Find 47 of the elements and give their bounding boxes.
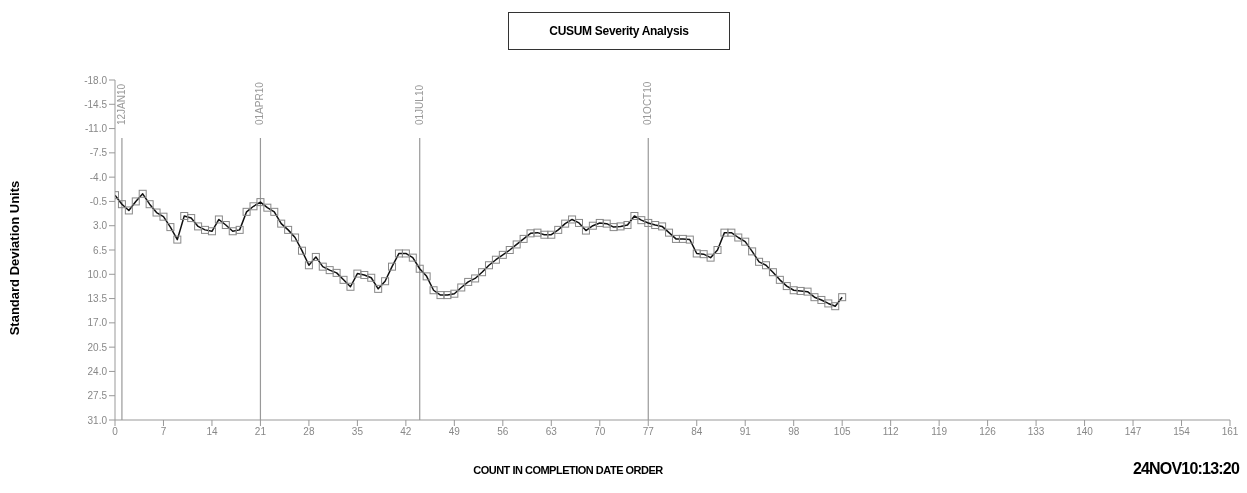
x-tick-label: 119 bbox=[931, 426, 948, 438]
x-tick-label: 14 bbox=[206, 426, 218, 438]
x-tick-label: 28 bbox=[303, 426, 315, 438]
y-tick-label: 13.5 bbox=[87, 293, 108, 305]
x-axis-title: COUNT IN COMPLETION DATE ORDER bbox=[472, 464, 664, 476]
y-tick-label: -18.0 bbox=[84, 74, 108, 86]
y-tick-label: 20.5 bbox=[87, 341, 108, 353]
x-tick-label: 56 bbox=[497, 426, 509, 438]
x-tick-label: 49 bbox=[448, 426, 461, 438]
y-tick-label: -4.0 bbox=[89, 171, 108, 183]
y-tick-label: -7.5 bbox=[89, 147, 108, 159]
y-tick-label: 31.0 bbox=[87, 414, 108, 426]
x-tick-label: 77 bbox=[642, 426, 655, 438]
x-tick-label: 147 bbox=[1124, 426, 1142, 438]
ref-line-label: 12JAN10 bbox=[115, 83, 127, 125]
y-tick-label: 3.0 bbox=[93, 220, 108, 232]
y-tick-label: 17.0 bbox=[87, 317, 108, 329]
y-tick-label: 24.0 bbox=[87, 365, 108, 377]
x-tick-label: 140 bbox=[1076, 426, 1094, 438]
x-tick-label: 42 bbox=[400, 426, 412, 438]
ref-line-label: 01JUL10 bbox=[413, 84, 425, 125]
y-tick-label: 10.0 bbox=[87, 268, 108, 280]
chart-title: CUSUM Severity Analysis bbox=[508, 12, 730, 50]
y-tick-label: -14.5 bbox=[84, 98, 108, 110]
x-tick-label: 0 bbox=[112, 426, 119, 438]
y-tick-label: -11.0 bbox=[84, 123, 108, 135]
x-tick-label: 161 bbox=[1221, 426, 1239, 438]
y-tick-label: 6.5 bbox=[93, 244, 108, 256]
x-tick-label: 98 bbox=[788, 426, 800, 438]
ref-line-label: 01OCT10 bbox=[642, 81, 654, 125]
x-tick-label: 154 bbox=[1173, 426, 1191, 438]
x-tick-label: 133 bbox=[1027, 426, 1045, 438]
x-tick-label: 70 bbox=[594, 426, 606, 438]
x-tick-label: 63 bbox=[545, 426, 558, 438]
x-tick-label: 84 bbox=[691, 426, 703, 438]
x-tick-label: 91 bbox=[739, 426, 752, 438]
ref-line-label: 01APR10 bbox=[254, 81, 266, 125]
x-tick-label: 7 bbox=[160, 426, 167, 438]
x-tick-label: 35 bbox=[351, 426, 364, 438]
x-tick-label: 21 bbox=[254, 426, 267, 438]
y-tick-label: -0.5 bbox=[89, 195, 108, 207]
text: 24NOV10:13:20 bbox=[1132, 460, 1239, 478]
x-tick-label: 105 bbox=[833, 426, 851, 438]
x-tick-label: 112 bbox=[882, 426, 900, 438]
x-tick-label: 126 bbox=[979, 426, 997, 438]
y-tick-label: 27.5 bbox=[87, 390, 108, 402]
y-axis-title: Standard Deviation Units bbox=[7, 179, 23, 338]
